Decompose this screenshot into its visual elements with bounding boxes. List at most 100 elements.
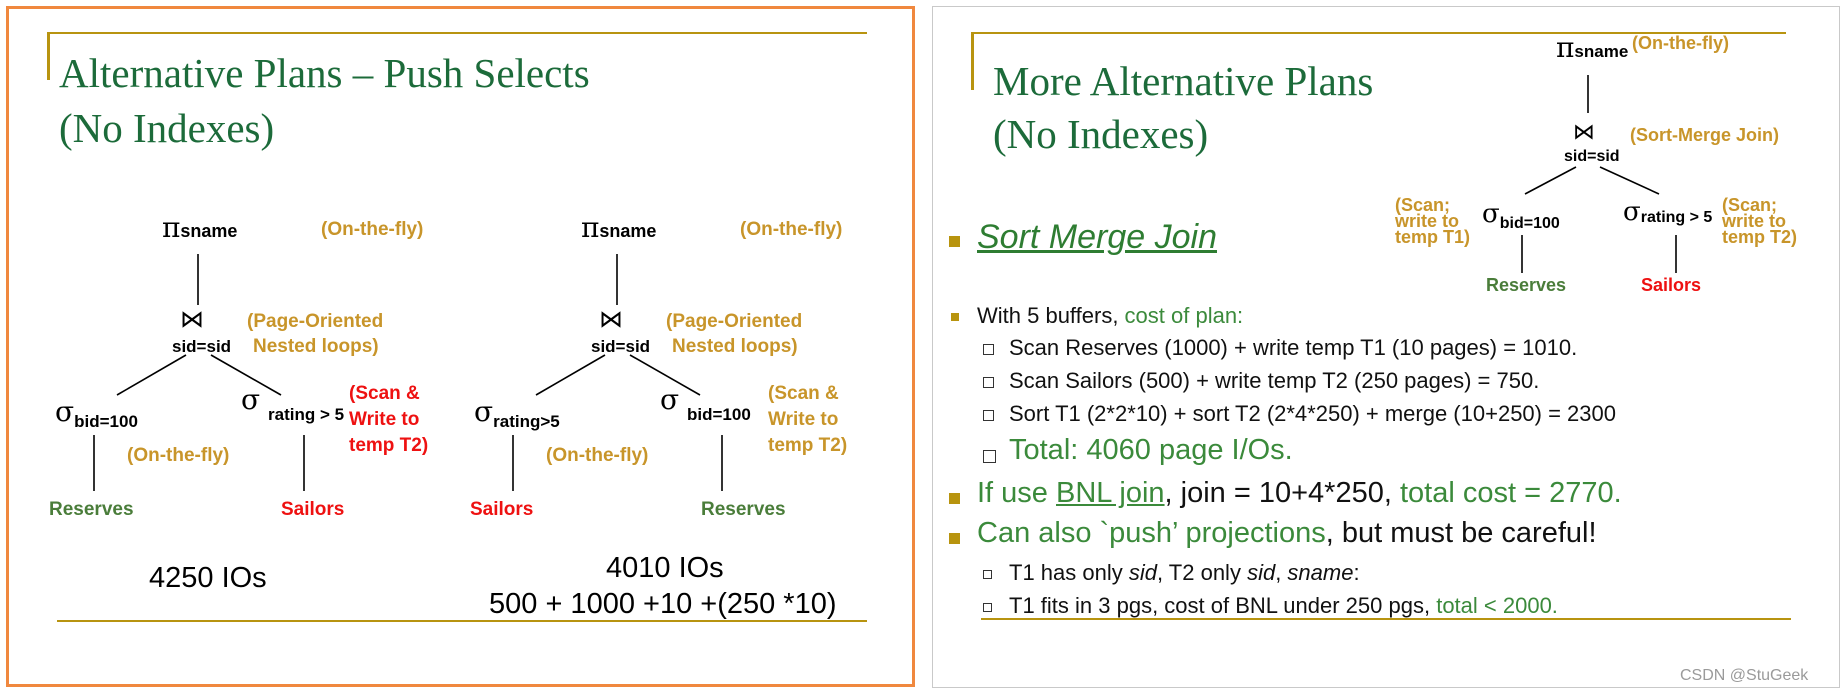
plan1-right-note-3: temp T2)	[349, 435, 429, 456]
bnl-join-link: BNL join	[1056, 477, 1165, 509]
step-sort-merge: Sort T1 (2*2*10) + sort T2 (2*4*250) + m…	[1009, 401, 1616, 426]
sigma-symbol: σ	[660, 383, 680, 416]
right-slide: More Alternative Plans (No Indexes) πsna…	[932, 6, 1840, 688]
relation-reserves: Reserves	[1486, 275, 1567, 295]
attr-sname: sname	[1287, 560, 1354, 585]
colon: :	[1353, 560, 1360, 585]
bullet-marker	[949, 493, 960, 504]
bullet-marker	[949, 533, 960, 544]
footer-rule	[981, 618, 1791, 620]
plan2-right-select-sigma: σ	[660, 383, 679, 416]
bnl-total-cost: total cost = 2770.	[1399, 477, 1622, 509]
plan2-cost-breakdown: 500 + 1000 +10 +(250 *10)	[489, 588, 837, 620]
plan-tree-edges	[1521, 75, 1677, 273]
total-under-2000: total < 2000.	[1436, 593, 1558, 618]
join-note: (Sort-Merge Join)	[1630, 125, 1780, 145]
bnl-prefix: If use	[977, 477, 1056, 509]
select-condition: bid=100	[1499, 215, 1560, 232]
plan1-left-select-node: σbid=100	[55, 395, 138, 431]
plan2-right-note-3: temp T2)	[768, 435, 848, 456]
projection-attr: sname	[180, 221, 238, 241]
bullet-buffers-text: With 5 buffers,	[977, 303, 1125, 328]
plan1-cost: 4250 IOs	[149, 562, 267, 594]
right-select-note-2: write to	[1722, 211, 1787, 231]
sigma-symbol: σ	[1482, 199, 1500, 229]
plan2-projection-note: (On-the-fly)	[740, 219, 843, 240]
title-top-rule	[47, 32, 867, 34]
slide-title-line2: (No Indexes)	[993, 111, 1209, 157]
sigma-symbol: σ	[55, 395, 75, 428]
left-select-node: σbid=100	[1482, 199, 1560, 232]
bullet-bnl: If use BNL join, join = 10+4*250, total …	[977, 477, 1622, 510]
bullet-buffers: With 5 buffers, cost of plan:	[977, 303, 1243, 329]
plan-tree-edges	[93, 254, 723, 491]
sub-bullet-marker	[983, 344, 994, 355]
sigma-symbol: σ	[474, 395, 494, 428]
t1-has-text: T1 has only	[1009, 560, 1129, 585]
plan2-relation-reserves: Reserves	[701, 499, 786, 520]
sigma-symbol: σ	[241, 383, 261, 416]
projection-node: πsname	[1556, 31, 1628, 64]
plan1-projection-note: (On-the-fly)	[321, 219, 424, 240]
title-top-rule	[971, 32, 1786, 34]
sub-bullet-marker	[983, 603, 992, 612]
pi-symbol: π	[1556, 31, 1575, 64]
bnl-join-cost: , join = 10+4*250,	[1164, 477, 1400, 509]
plan2-left-note: (On-the-fly)	[546, 445, 649, 466]
sub-bullet-marker	[983, 377, 994, 388]
bullet-push-projections: Can also `push’ projections, but must be…	[977, 517, 1597, 550]
pi-symbol: π	[581, 211, 600, 244]
t1-fits-text: T1 fits in 3 pgs, cost of BNL under 250 …	[1009, 593, 1437, 618]
watermark: CSDN @StuGeek	[1680, 667, 1809, 684]
bullet-marker	[949, 236, 960, 247]
sub-bullet-marker	[983, 410, 994, 421]
slide-title-line1: Alternative Plans – Push Selects	[59, 50, 590, 96]
left-select-note-2: write to	[1395, 211, 1460, 231]
plan2-join-icon: ⋈	[599, 305, 623, 333]
right-select-note-1: (Scan;	[1722, 195, 1778, 215]
careful-text: , but must be careful!	[1325, 517, 1597, 549]
push-projections-text: Can also `push’ projections	[977, 517, 1326, 549]
plan2-cost: 4010 IOs	[606, 552, 724, 584]
left-slide: Alternative Plans – Push Selects (No Ind…	[6, 6, 915, 687]
step-scan-reserves: Scan Reserves (1000) + write temp T1 (10…	[1009, 335, 1578, 360]
plan1-right-select-sigma: σ	[241, 383, 260, 416]
plan2-join-note-2: Nested loops)	[672, 336, 798, 357]
plan1-right-note-2: Write to	[349, 409, 420, 430]
t2-only-text: , T2 only	[1156, 560, 1248, 585]
comma: ,	[1275, 560, 1288, 585]
sub-bullet-marker	[983, 450, 996, 463]
projection-note: (On-the-fly)	[1632, 33, 1729, 53]
attr-sid: sid	[1247, 560, 1276, 585]
join-condition: sid=sid	[1564, 148, 1620, 165]
select-condition: rating>5	[493, 412, 560, 431]
attr-sid: sid	[1128, 560, 1157, 585]
plan2-join-note-1: (Page-Oriented	[666, 311, 803, 332]
plan2-left-select-node: σrating>5	[474, 395, 560, 431]
sort-merge-join-heading: Sort Merge Join	[977, 218, 1217, 256]
step-scan-sailors: Scan Sailors (500) + write temp T2 (250 …	[1009, 368, 1540, 393]
footer-rule	[57, 620, 867, 622]
plan1-relation-reserves: Reserves	[49, 499, 134, 520]
plan1-join-note-2: Nested loops)	[253, 336, 379, 357]
step-t1-fits: T1 fits in 3 pgs, cost of BNL under 250 …	[1009, 593, 1558, 619]
relation-sailors: Sailors	[1641, 275, 1702, 295]
left-select-note-1: (Scan;	[1395, 195, 1451, 215]
plan2-right-note-2: Write to	[768, 409, 839, 430]
select-condition: bid=100	[74, 412, 138, 431]
total-io: Total: 4060 page I/Os.	[1009, 434, 1293, 466]
projection-attr: sname	[1574, 42, 1629, 61]
plan2-join-condition: sid=sid	[591, 337, 651, 356]
plan1-projection-node: πsname	[162, 211, 237, 244]
select-condition: rating > 5	[1640, 209, 1713, 226]
plan2-projection-node: πsname	[581, 211, 656, 244]
right-select-node: σrating > 5	[1623, 197, 1712, 227]
bullet-marker	[951, 313, 959, 321]
plan1-right-note-1: (Scan &	[349, 383, 420, 404]
title-accent-bar	[971, 32, 974, 90]
plan1-left-note: (On-the-fly)	[127, 445, 230, 466]
left-select-note-3: temp T1)	[1395, 227, 1471, 247]
title-accent-bar	[47, 32, 50, 80]
slide-title-line1: More Alternative Plans	[993, 58, 1374, 104]
projection-attr: sname	[599, 221, 657, 241]
